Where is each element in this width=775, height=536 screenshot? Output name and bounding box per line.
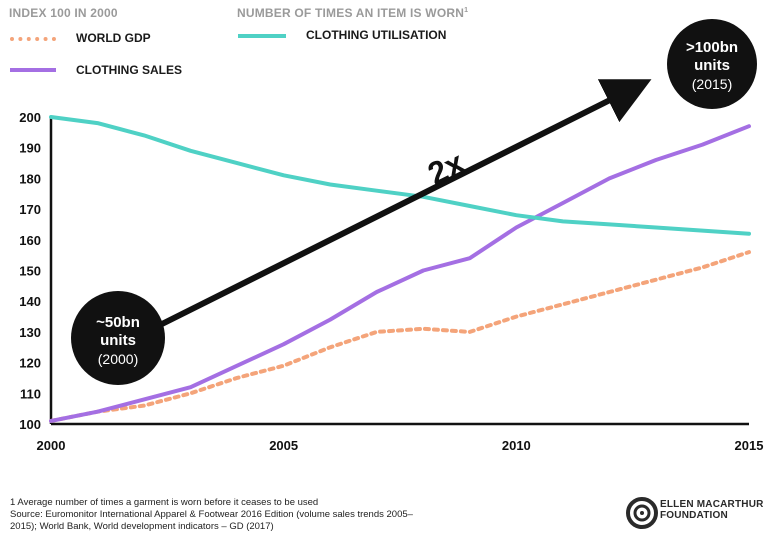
- y-tick-label: 140: [19, 294, 41, 309]
- series-clothing-sales: [49, 124, 751, 423]
- legend-label-clothing-utilisation: CLOTHING UTILISATION: [306, 28, 447, 42]
- footnote-source: Source: Euromonitor International Appare…: [10, 509, 413, 532]
- legend-title-worn-sup: 1: [464, 7, 469, 14]
- y-tick-label: 130: [19, 325, 41, 340]
- x-tick-label: 2000: [37, 438, 66, 453]
- legend-title-worn-text: NUMBER OF TIMES AN ITEM IS WORN: [237, 6, 465, 20]
- legend-label-world-gdp: WORLD GDP: [76, 31, 151, 45]
- y-tick-label: 100: [19, 417, 41, 432]
- footnote: 1 Average number of times a garment is w…: [10, 497, 430, 533]
- legend-swatch-clothing-sales: [10, 68, 56, 72]
- growth-arrow: [148, 79, 652, 333]
- legend-title-index-text: INDEX 100 IN 2000: [9, 6, 118, 20]
- legend-swatch-world-gdp: [10, 37, 56, 41]
- logo-text-line2: FOUNDATION: [660, 510, 728, 521]
- logo-mark-icon: [626, 497, 658, 529]
- y-tick-label: 120: [19, 356, 41, 371]
- end-bubble: [667, 19, 757, 109]
- series-clothing-utilisation: [49, 115, 751, 236]
- y-tick-label: 110: [20, 386, 41, 401]
- start-bubble: [71, 291, 165, 385]
- x-tick-label: 2015: [735, 438, 764, 453]
- y-tick-label: 160: [19, 233, 41, 248]
- legend-title-worn: NUMBER OF TIMES AN ITEM IS WORN1: [237, 6, 468, 20]
- end-bubble-line2: units: [694, 57, 730, 74]
- y-tick-label: 170: [19, 202, 41, 217]
- end-bubble-line3: (2015): [692, 76, 732, 92]
- series-world-gdp: [49, 250, 751, 423]
- y-tick-label: 190: [19, 141, 41, 156]
- y-tick-label: 150: [19, 264, 41, 279]
- logo-text-line1: ELLEN MACARTHUR: [660, 499, 764, 510]
- x-tick-label: 2005: [269, 438, 298, 453]
- arrow-label: 2x: [422, 144, 470, 192]
- start-bubble-line3: (2000): [98, 351, 138, 367]
- legend-label-clothing-sales: CLOTHING SALES: [76, 63, 183, 77]
- start-bubble-line2: units: [100, 332, 136, 349]
- legend-swatch-clothing-utilisation: [238, 34, 286, 38]
- end-bubble-line1: >100bn: [686, 39, 738, 56]
- start-bubble-line1: ~50bn: [96, 314, 140, 331]
- footnote-line-1: 1 Average number of times a garment is w…: [10, 497, 319, 508]
- legend-title-index: INDEX 100 IN 2000: [9, 6, 118, 20]
- y-tick-label: 200: [19, 110, 41, 125]
- x-tick-label: 2010: [502, 438, 531, 453]
- y-tick-label: 180: [19, 171, 41, 186]
- ellen-macarthur-logo: ELLEN MACARTHUR FOUNDATION: [626, 493, 775, 533]
- logo-text: ELLEN MACARTHUR FOUNDATION: [660, 499, 764, 521]
